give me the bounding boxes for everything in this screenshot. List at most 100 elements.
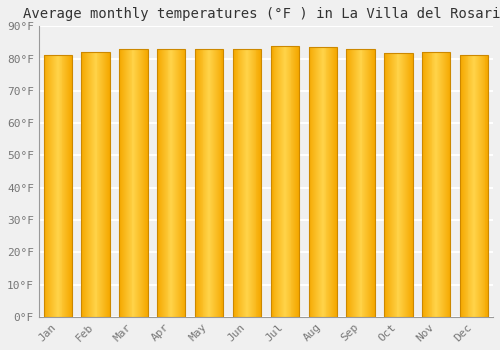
- Bar: [144, 49, 145, 317]
- Bar: [427, 52, 428, 317]
- Bar: [238, 49, 240, 317]
- Bar: [173, 49, 174, 317]
- Bar: [218, 49, 220, 317]
- Bar: [69, 55, 70, 317]
- Bar: [82, 52, 84, 317]
- Bar: [403, 53, 404, 317]
- Bar: [91, 52, 92, 317]
- Bar: [394, 53, 396, 317]
- Bar: [248, 49, 249, 317]
- Bar: [425, 52, 426, 317]
- Bar: [404, 53, 405, 317]
- Bar: [251, 49, 252, 317]
- Bar: [444, 52, 445, 317]
- Bar: [461, 55, 462, 317]
- Bar: [333, 47, 334, 317]
- Bar: [141, 49, 142, 317]
- Bar: [119, 49, 120, 317]
- Bar: [222, 49, 224, 317]
- Bar: [157, 49, 158, 317]
- Bar: [124, 49, 125, 317]
- Bar: [466, 55, 468, 317]
- Bar: [89, 52, 90, 317]
- Bar: [108, 52, 109, 317]
- Bar: [146, 49, 148, 317]
- Bar: [98, 52, 100, 317]
- Bar: [170, 49, 172, 317]
- Bar: [270, 46, 299, 317]
- Bar: [473, 55, 474, 317]
- Bar: [208, 49, 209, 317]
- Bar: [82, 52, 110, 317]
- Bar: [236, 49, 238, 317]
- Bar: [254, 49, 256, 317]
- Bar: [206, 49, 208, 317]
- Bar: [332, 47, 333, 317]
- Bar: [464, 55, 466, 317]
- Bar: [172, 49, 173, 317]
- Bar: [210, 49, 211, 317]
- Bar: [290, 46, 292, 317]
- Bar: [384, 53, 385, 317]
- Bar: [313, 47, 314, 317]
- Bar: [197, 49, 198, 317]
- Bar: [285, 46, 286, 317]
- Bar: [367, 49, 368, 317]
- Bar: [246, 49, 247, 317]
- Bar: [106, 52, 107, 317]
- Bar: [398, 53, 400, 317]
- Bar: [486, 55, 488, 317]
- Bar: [324, 47, 326, 317]
- Bar: [159, 49, 160, 317]
- Bar: [120, 49, 121, 317]
- Bar: [161, 49, 162, 317]
- Bar: [200, 49, 202, 317]
- Bar: [426, 52, 427, 317]
- Bar: [463, 55, 464, 317]
- Bar: [350, 49, 351, 317]
- Bar: [121, 49, 122, 317]
- Bar: [86, 52, 87, 317]
- Bar: [145, 49, 146, 317]
- Bar: [294, 46, 296, 317]
- Bar: [335, 47, 336, 317]
- Bar: [368, 49, 369, 317]
- Bar: [369, 49, 370, 317]
- Bar: [163, 49, 164, 317]
- Bar: [175, 49, 176, 317]
- Bar: [162, 49, 163, 317]
- Bar: [57, 55, 58, 317]
- Bar: [460, 55, 488, 317]
- Bar: [84, 52, 85, 317]
- Bar: [392, 53, 394, 317]
- Bar: [478, 55, 479, 317]
- Bar: [276, 46, 278, 317]
- Bar: [352, 49, 353, 317]
- Bar: [351, 49, 352, 317]
- Bar: [316, 47, 317, 317]
- Bar: [388, 53, 389, 317]
- Bar: [132, 49, 134, 317]
- Bar: [385, 53, 386, 317]
- Bar: [137, 49, 138, 317]
- Bar: [195, 49, 196, 317]
- Bar: [439, 52, 440, 317]
- Bar: [94, 52, 96, 317]
- Bar: [100, 52, 102, 317]
- Bar: [105, 52, 106, 317]
- Bar: [158, 49, 159, 317]
- Bar: [364, 49, 366, 317]
- Bar: [336, 47, 337, 317]
- Bar: [54, 55, 55, 317]
- Bar: [296, 46, 297, 317]
- Bar: [389, 53, 390, 317]
- Bar: [280, 46, 281, 317]
- Bar: [308, 47, 337, 317]
- Bar: [390, 53, 391, 317]
- Bar: [402, 53, 403, 317]
- Bar: [164, 49, 166, 317]
- Bar: [52, 55, 53, 317]
- Bar: [90, 52, 91, 317]
- Bar: [354, 49, 355, 317]
- Bar: [472, 55, 473, 317]
